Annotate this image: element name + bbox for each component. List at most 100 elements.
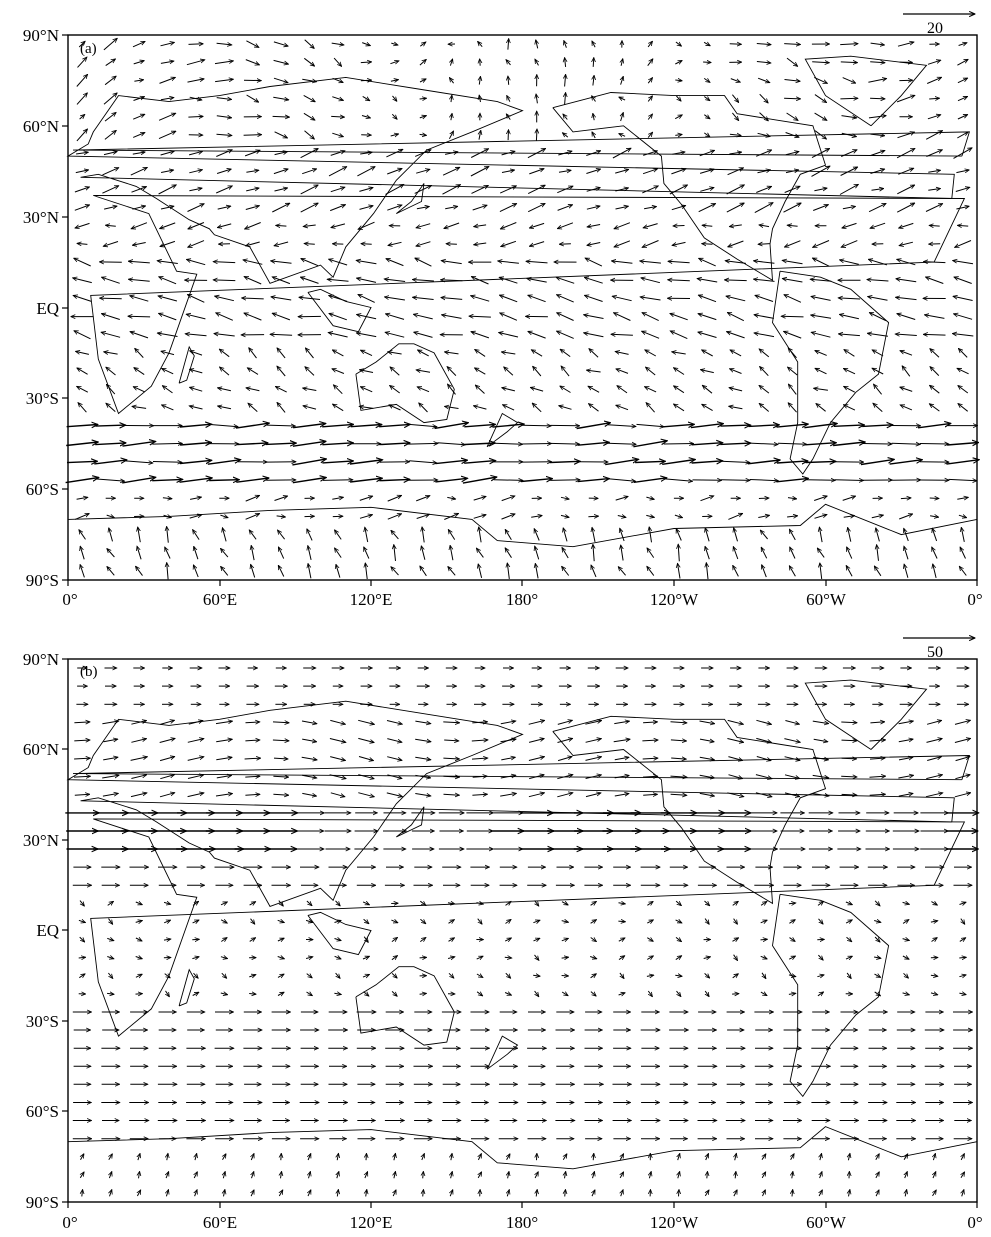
wind-vector-b-138 [358,737,374,742]
wind-vector-a-877 [448,530,456,540]
wind-vector-b-572 [874,974,881,977]
wind-vector-a-950 [706,563,708,580]
wind-vector-a-820 [646,497,654,499]
wind-vector-b-141 [444,740,459,741]
wind-vector-a-844 [416,514,430,519]
wind-vector-a-720 [521,444,552,445]
wind-vector-a-543 [952,334,974,337]
wind-vector-b-440 [760,901,767,905]
wind-vector-b-423 [278,900,284,907]
wind-vector-a-625 [560,386,571,393]
wind-vector-a-151 [732,112,738,121]
wind-vector-b-169 [330,756,345,761]
wind-vector-a-146 [593,113,594,121]
wind-vector-a-468 [640,297,661,301]
coastline-b-0 [90,818,966,1037]
wind-vector-b-457 [334,920,342,922]
wind-vector-a-225 [102,167,119,176]
wind-vector-a-927 [959,547,966,559]
wind-vector-a-628 [645,386,657,393]
wind-vector-a-397 [441,261,462,265]
lat-ticks-a [62,34,68,581]
wind-vector-b-123 [841,722,857,723]
wind-vector-a-614 [246,388,260,392]
wind-vector-b-495 [504,937,511,941]
wind-vector-a-919 [733,547,739,560]
wind-vector-b-422 [249,902,256,906]
wind-vector-a-814 [473,496,486,501]
wind-vector-a-573 [900,351,913,356]
wind-vector-b-531 [618,956,625,960]
wind-vector-a-585 [332,369,345,374]
wind-vector-a-373 [672,241,686,245]
wind-vector-b-595 [618,993,626,995]
wind-vector-a-29 [897,42,914,47]
wind-vector-a-838 [245,514,260,520]
wind-vector-a-639 [958,386,969,394]
wind-vector-b-436 [647,901,653,905]
wind-vector-a-474 [811,296,831,301]
wind-vector-a-731 [833,442,865,447]
wind-vector-a-600 [760,367,769,377]
wind-vector-a-99 [160,98,174,100]
wind-vector-b-172 [415,757,431,760]
wind-vector-b-893 [904,1154,908,1160]
wind-vector-b-524 [419,957,427,958]
wind-vector-b-482 [135,938,142,942]
wind-vector-a-353 [103,241,119,247]
wind-vector-b-483 [163,939,171,940]
coastline-a-1 [66,76,955,284]
wind-vector-b-148 [642,740,658,741]
wind-vector-b-97 [102,721,118,725]
wind-vector-a-86 [703,77,710,82]
wind-vector-a-783 [493,480,523,481]
wind-vector-a-657 [559,406,572,410]
wind-vector-a-332 [416,223,431,228]
wind-vector-a-507 [839,314,860,320]
wind-vector-b-563 [619,972,624,979]
wind-vector-a-575 [958,348,968,358]
wind-vector-b-885 [678,1153,680,1161]
wind-vector-a-629 [674,386,685,394]
wind-vector-b-580 [192,992,199,995]
wind-vector-b-498 [590,937,597,942]
wind-vector-b-568 [762,972,766,979]
wind-vector-a-159 [957,114,968,120]
wind-vector-a-924 [877,545,879,561]
wind-vector-a-815 [501,496,515,502]
wind-vector-b-936 [308,1190,312,1197]
wind-vector-a-5 [216,43,232,45]
wind-vector-a-956 [874,566,882,577]
wind-vector-a-843 [387,514,402,520]
wind-vector-a-433 [556,277,575,284]
wind-vector-b-533 [675,956,682,960]
wind-vector-a-696 [748,425,780,427]
wind-vector-b-198 [245,776,260,777]
wind-vector-a-24 [756,44,771,45]
wind-vector-a-33 [105,59,116,67]
wind-vector-a-350 [929,225,940,226]
wind-vector-a-811 [387,495,402,502]
wind-vector-b-585 [334,993,341,994]
wind-vector-a-120 [759,93,769,103]
wind-vector-a-466 [584,295,603,302]
wind-vector-b-499 [618,938,625,941]
coastline-a-8 [307,288,372,333]
wind-vector-a-952 [762,565,767,578]
coastline-a-11 [72,131,971,157]
wind-vector-a-645 [218,406,232,410]
wind-vector-a-852 [646,515,654,517]
wind-vector-a-2 [132,40,145,48]
wind-vector-a-641 [106,403,116,412]
wind-vector-a-309 [671,206,686,211]
wind-vector-a-664 [759,403,770,412]
wind-vector-b-451 [164,920,170,923]
wind-vector-a-936 [308,564,312,579]
wind-vector-b-501 [675,937,682,941]
wind-vector-a-786 [577,479,610,482]
wind-vector-a-161 [104,130,116,140]
wind-vector-a-926 [931,547,938,559]
wind-vector-a-729 [777,443,807,444]
wind-vector-a-622 [475,385,485,394]
